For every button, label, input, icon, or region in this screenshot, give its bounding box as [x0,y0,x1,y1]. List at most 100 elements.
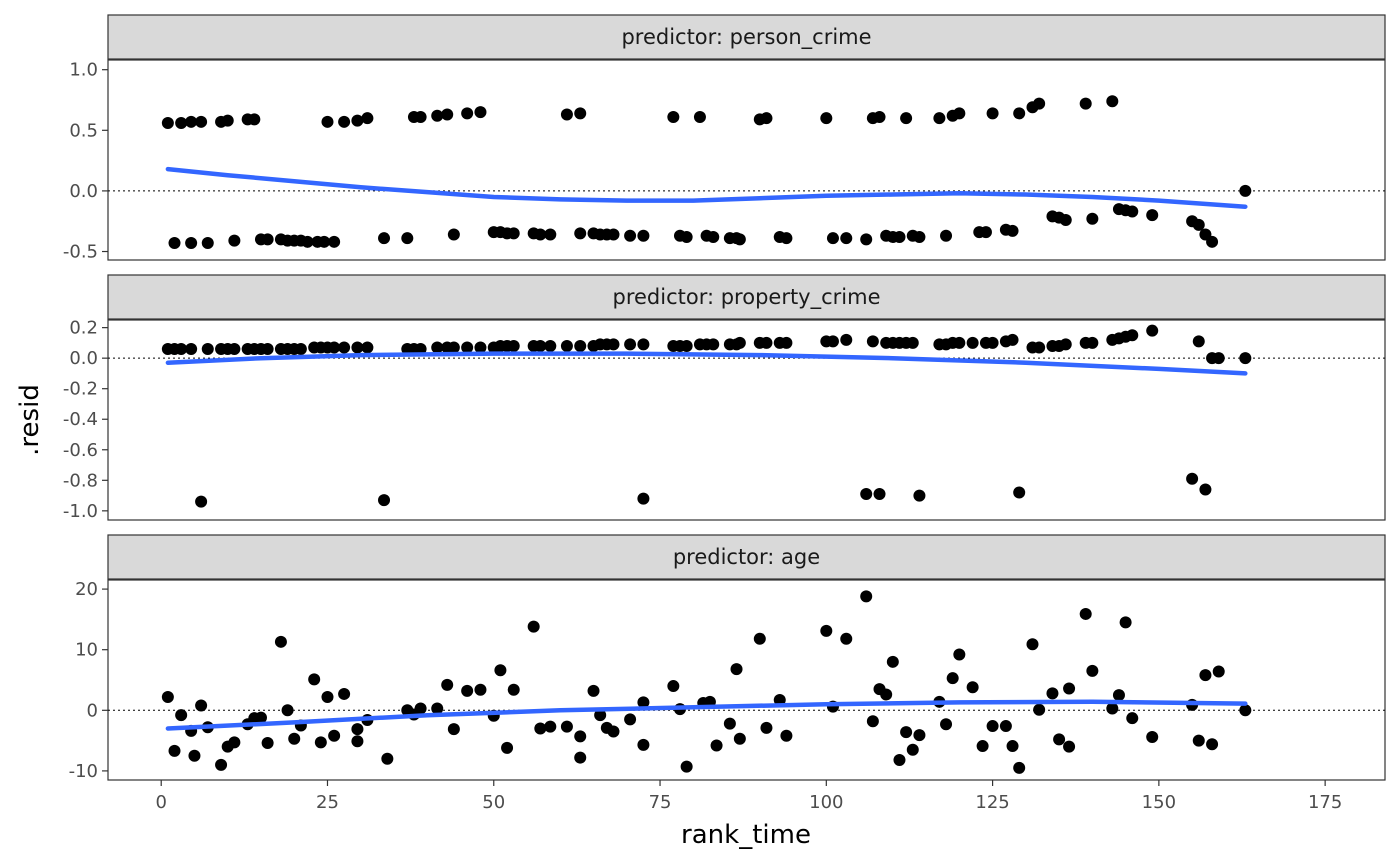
facet-panel: predictor: property_crime 0.2 0.0 -0.2 -0.4 -… [63,274,1386,522]
data-point [607,338,620,351]
data-point [414,110,427,123]
data-point [414,702,427,715]
data-point [161,117,174,130]
facet-strip-label: predictor: property_crime [612,285,880,310]
data-point [1199,669,1212,682]
y-tick-label: 0 [87,700,98,721]
data-point [886,655,899,668]
data-point [494,664,507,677]
data-point [826,335,839,348]
data-point [195,495,208,508]
y-tick-label: -0.5 [63,242,98,263]
y-tick-label: 0.0 [69,181,98,202]
data-point [1192,218,1205,231]
data-point [185,237,198,250]
data-point [338,115,351,128]
data-point [221,114,234,127]
data-point [1192,335,1205,348]
data-point [1059,338,1072,351]
data-point [175,709,188,722]
data-point [261,233,274,246]
data-point [351,723,364,736]
x-tick-label: 150 [1142,792,1176,813]
data-point [288,732,301,745]
data-point [274,635,287,648]
y-tick-label: -1.0 [63,501,98,522]
data-point [318,235,331,248]
data-point [261,737,274,750]
data-point [1013,761,1026,774]
data-point [574,751,587,764]
data-point [707,338,720,351]
data-point [351,735,364,748]
data-point [228,343,241,356]
data-point [378,232,391,245]
data-point [953,648,966,661]
y-tick-label: -10 [69,761,98,782]
data-point [574,730,587,743]
data-point [1192,734,1205,747]
data-point [893,230,906,243]
data-point [866,335,879,348]
data-point [966,336,979,349]
data-point [441,678,454,691]
facet-panel: predictor: age 20 10 0 -10 [69,534,1386,782]
data-point [880,688,893,701]
data-point [338,687,351,700]
data-point [1013,107,1026,120]
data-point [321,115,334,128]
data-point [534,339,547,352]
facet-strip-label: predictor: age [673,545,820,569]
data-point [913,729,926,742]
panel-background [107,579,1386,781]
y-tick-label: 10 [75,640,98,661]
data-point [840,333,853,346]
data-point [760,112,773,125]
data-point [161,690,174,703]
data-point [261,343,274,356]
data-point [1086,664,1099,677]
data-point [953,107,966,120]
data-point [900,726,913,739]
data-point [175,117,188,130]
data-point [361,341,374,354]
data-point [753,632,766,645]
data-point [308,673,321,686]
data-point [1126,205,1139,218]
data-point [730,663,743,676]
data-point [979,226,992,239]
data-point [381,752,394,765]
data-point [820,624,833,637]
data-point [637,696,650,709]
data-point [1239,352,1252,365]
x-axis-title: rank_time [681,820,811,850]
data-point [966,681,979,694]
data-point [693,110,706,123]
facet-panels: predictor: person_crime1.00.50.0-0.5pred… [63,14,1386,782]
data-point [328,729,341,742]
data-point [215,758,228,771]
data-point [574,107,587,120]
data-point [447,228,460,241]
data-point [447,723,460,736]
data-point [461,107,474,120]
data-point [1119,616,1132,629]
data-point [900,112,913,125]
data-point [1063,682,1076,695]
data-point [607,725,620,738]
data-point [474,106,487,119]
data-point [201,237,214,250]
data-point [1206,235,1219,248]
data-point [560,339,573,352]
data-point [1199,483,1212,496]
data-point [760,336,773,349]
data-point [461,684,474,697]
data-point [710,739,723,752]
x-tick-label: 175 [1308,792,1342,813]
data-point [544,720,557,733]
data-point [361,112,374,125]
data-point [999,720,1012,733]
data-point [378,494,391,507]
data-point [281,704,294,717]
